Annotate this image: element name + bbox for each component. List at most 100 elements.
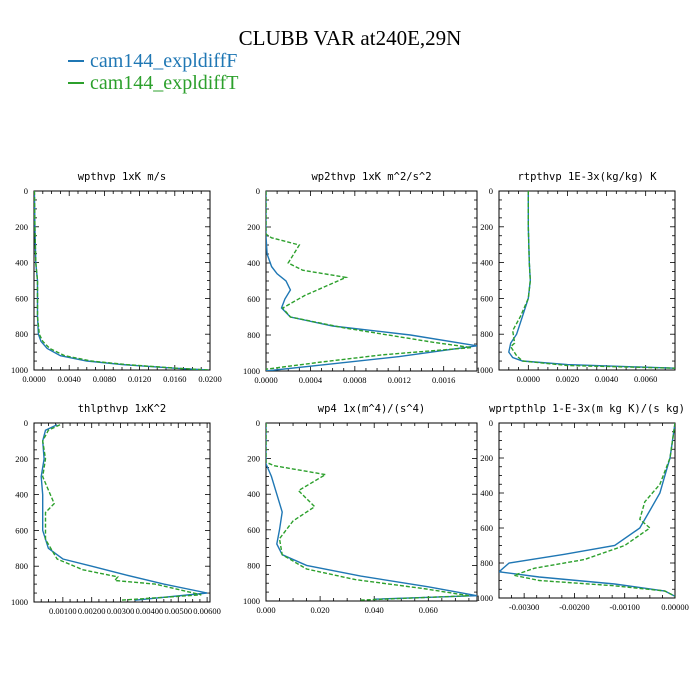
panel-6: wprtpthlp 1-E-3x(m kg K)/(s kg) 0 200 400 60… [476,403,689,612]
y-tick-label: 400 [15,258,28,268]
x-tick-label: 0.0080 [93,374,116,384]
panel-2: wp2thvp 1xK m^2/s^2020040060080010000.00… [243,171,478,385]
panel-title: wprtpthlp 1-E-3x(m kg K)/(s kg) [489,403,685,415]
y-tick-label: 800 [247,330,260,340]
series-line-cam144_expldiffF [34,191,209,370]
series-line-cam144_expldiffT [266,423,470,601]
x-tick-label: 0.0004 [299,375,323,385]
x-tick-label: 0.020 [311,605,330,615]
legend-item-expldiffT: cam144_expldiffT [68,72,238,94]
x-tick-label: 0.040 [365,605,384,615]
series-line-cam144_expldiffF [40,424,208,601]
x-tick-label: -0.00100 [609,602,639,612]
y-tick-label: 800 [480,329,493,339]
legend-label-expldiffF: cam144_expldiffF [90,50,238,72]
y-tick-label: 200 [15,454,28,464]
x-tick-label: -0.00300 [509,602,539,612]
y-tick-label: 400 [247,489,260,499]
series-line-cam144_expldiffT [266,191,472,370]
y-tick-label: 1000 [476,593,493,603]
y-tick-label: 200 [480,453,493,463]
y-tick-label: 800 [247,560,260,570]
plot-frame [33,190,211,371]
legend-item-expldiffF: cam144_expldiffF [68,50,238,72]
x-tick-label: 0.0200 [198,374,221,384]
panel-title: wp2thvp 1xK m^2/s^2 [311,171,431,183]
x-tick-label: 0.0060 [634,374,657,384]
y-tick-label: 0 [256,186,260,196]
y-tick-label: 400 [480,488,493,498]
y-tick-label: 0 [489,418,493,428]
x-tick-label: 0.00300 [107,606,135,616]
panel-title: thlpthvp 1xK^2 [78,403,167,415]
plot-frame [265,422,478,602]
y-tick-label: 600 [15,525,28,535]
x-tick-label: -0.00200 [559,602,589,612]
y-tick-label: 1000 [243,596,260,606]
x-tick-label: 0.0000 [517,374,540,384]
x-tick-label: 0.00000 [661,602,689,612]
panel-title: wp4 1x(m^4)/(s^4) [318,403,425,415]
y-tick-label: 0 [256,418,260,428]
y-tick-label: 0 [24,418,28,428]
x-tick-label: 0.0040 [58,374,81,384]
x-tick-label: 0.00200 [78,606,106,616]
x-tick-label: 0.060 [419,605,438,615]
legend-label-expldiffT: cam144_expldiffT [90,72,239,94]
y-tick-label: 600 [247,525,260,535]
y-tick-label: 1000 [11,365,28,375]
series-line-cam144_expldiffT [509,191,675,369]
plot-frame [498,422,676,599]
series-line-cam144_expldiffT [34,191,209,370]
series-line-cam144_expldiffF [508,191,675,369]
y-tick-label: 0 [24,186,28,196]
y-tick-label: 1000 [243,366,260,376]
series-line-cam144_expldiffF [266,191,477,371]
plot-frame [498,190,676,371]
x-tick-label: 0.0012 [388,375,411,385]
x-tick-label: 0.0000 [254,375,277,385]
y-tick-label: 200 [480,222,493,232]
y-tick-label: 800 [480,558,493,568]
x-tick-label: 0.00600 [193,606,221,616]
x-tick-label: 0.0020 [556,374,579,384]
series-line-cam144_expldiffT [41,424,202,601]
legend-swatch-expldiffT [68,82,84,84]
y-tick-label: 400 [480,258,493,268]
series-line-cam144_expldiffF [499,423,675,597]
y-tick-label: 600 [480,293,493,303]
x-tick-label: 0.00500 [164,606,192,616]
y-tick-label: 800 [15,561,28,571]
y-tick-label: 800 [15,329,28,339]
x-tick-label: 0.0160 [163,374,186,384]
y-tick-label: 200 [247,454,260,464]
series-line-cam144_expldiffT [511,423,675,597]
y-tick-label: 0 [489,186,493,196]
legend-swatch-expldiffF [68,60,84,62]
y-tick-label: 200 [15,222,28,232]
figure-title: CLUBB VAR at240E,29N [238,26,462,50]
legend: cam144_expldiffF cam144_expldiffT [68,50,238,94]
y-tick-label: 1000 [11,597,28,607]
panel-title: rtpthvp 1E-3x(kg/kg) K [517,171,657,183]
x-tick-label: 0.00100 [49,606,77,616]
series-line-cam144_expldiffF [266,423,477,600]
y-tick-label: 1000 [476,365,493,375]
panel-3: rtpthvp 1E-3x(kg/kg) K 0 200 400 600 800 1000 0… [476,171,676,384]
x-tick-label: 0.0120 [128,374,151,384]
x-tick-label: 0.0016 [432,375,455,385]
y-tick-label: 200 [247,222,260,232]
panel-title: wpthvp 1xK m/s [78,171,167,183]
y-tick-label: 600 [15,293,28,303]
x-tick-label: 0.0000 [22,374,45,384]
x-tick-label: 0.0040 [595,374,618,384]
x-tick-label: 0.000 [256,605,275,615]
plot-frame [33,422,211,603]
x-tick-label: 0.00400 [136,606,164,616]
y-tick-label: 600 [480,523,493,533]
y-tick-label: 400 [247,258,260,268]
